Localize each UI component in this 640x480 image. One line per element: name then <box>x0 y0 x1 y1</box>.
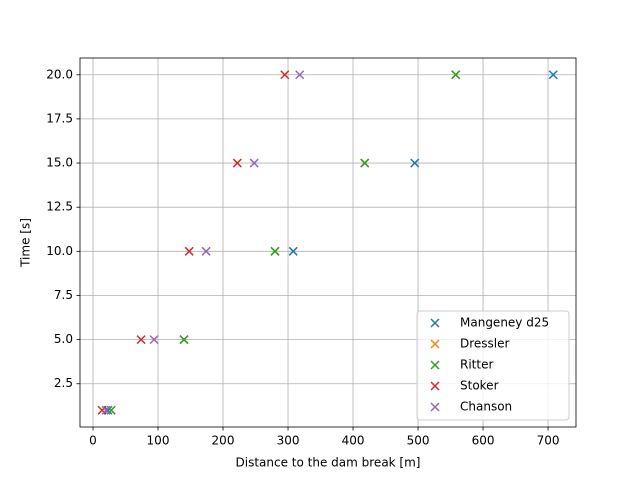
x-tick-label: 700 <box>537 434 560 448</box>
y-tick-label: 15.0 <box>46 156 73 170</box>
legend-marker <box>430 339 440 349</box>
point <box>97 405 107 415</box>
legend-label: Stoker <box>460 379 499 393</box>
point <box>101 405 111 415</box>
legend-marker <box>430 318 440 328</box>
x-tick-label: 100 <box>147 434 170 448</box>
point <box>201 246 211 256</box>
legend-label: Dressler <box>460 337 510 351</box>
x-tick-label: 200 <box>212 434 235 448</box>
x-tick-label: 600 <box>472 434 495 448</box>
point <box>410 158 420 168</box>
point <box>295 70 305 80</box>
y-tick-label: 2.5 <box>54 376 73 390</box>
legend-label: Chanson <box>460 400 512 414</box>
y-tick-label: 20.0 <box>46 67 73 81</box>
point <box>232 158 242 168</box>
x-tick-label: 400 <box>342 434 365 448</box>
y-tick-label: 12.5 <box>46 200 73 214</box>
point <box>249 158 259 168</box>
x-tick-label: 500 <box>407 434 430 448</box>
x-tick-label: 300 <box>277 434 300 448</box>
point <box>548 70 558 80</box>
point <box>288 246 298 256</box>
y-tick-label: 7.5 <box>54 288 73 302</box>
legend-marker <box>430 381 440 391</box>
y-tick-label: 17.5 <box>46 111 73 125</box>
point <box>270 246 280 256</box>
plot-frame <box>79 57 577 428</box>
point <box>360 158 370 168</box>
y-tick-label: 5.0 <box>54 332 73 346</box>
x-tick-label: 0 <box>89 434 97 448</box>
legend-box <box>416 310 570 421</box>
point <box>136 335 146 345</box>
x-axis-label: Distance to the dam break [m] <box>236 456 421 470</box>
point <box>280 70 290 80</box>
legend-marker <box>430 402 440 412</box>
legend-marker <box>430 360 440 370</box>
legend-label: Ritter <box>460 358 493 372</box>
point <box>149 335 159 345</box>
point <box>184 246 194 256</box>
point <box>451 70 461 80</box>
y-tick-label: 10.0 <box>46 244 73 258</box>
point <box>179 335 189 345</box>
y-axis-label: Time [s] <box>19 218 33 268</box>
legend-label: Mangeney d25 <box>460 316 549 330</box>
